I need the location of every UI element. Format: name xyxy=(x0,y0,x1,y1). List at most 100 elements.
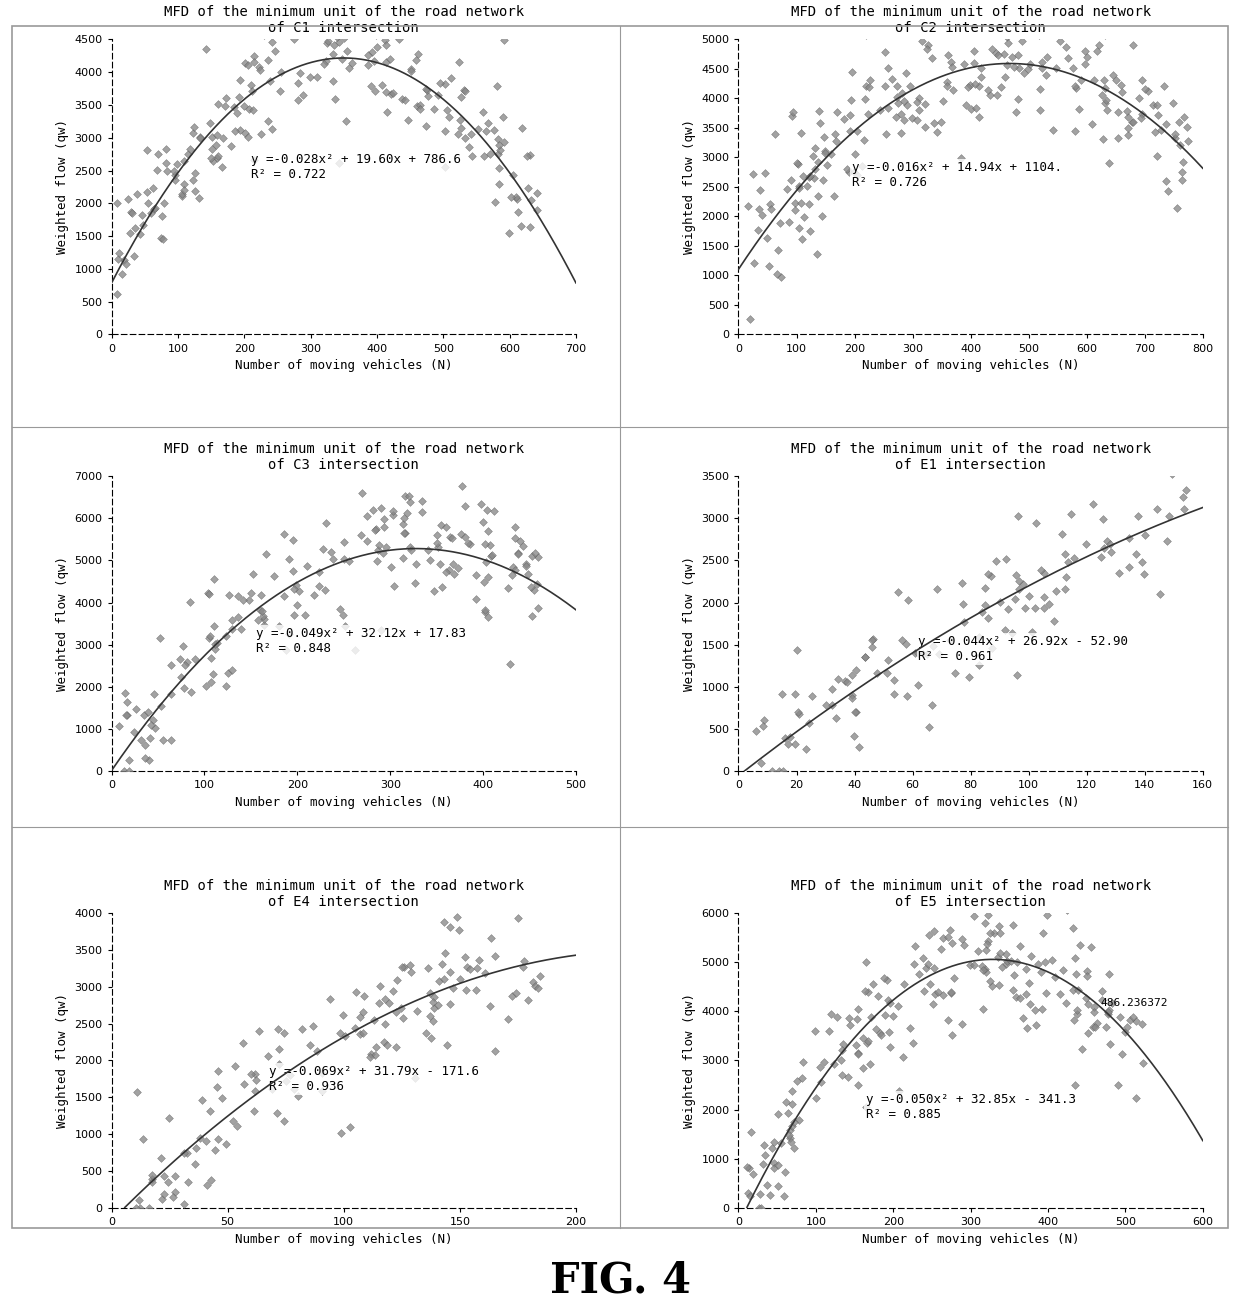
Point xyxy=(978,905,998,926)
Point xyxy=(981,20,1001,41)
Point xyxy=(141,1169,161,1190)
Point xyxy=(1149,584,1169,605)
Point xyxy=(401,537,420,558)
Point xyxy=(361,1046,381,1067)
Point xyxy=(1065,75,1085,96)
Point xyxy=(368,534,388,555)
Point xyxy=(782,101,802,122)
Point xyxy=(423,1010,443,1031)
Point xyxy=(944,80,963,101)
Point xyxy=(1084,1016,1104,1037)
Point xyxy=(1004,56,1024,77)
Point xyxy=(751,1197,771,1218)
Point xyxy=(1033,999,1053,1020)
Point xyxy=(1100,1033,1120,1054)
Point xyxy=(143,1165,162,1186)
Point xyxy=(279,548,299,569)
Point xyxy=(393,513,413,534)
Point xyxy=(1038,46,1058,67)
Point xyxy=(340,1116,360,1137)
Point xyxy=(875,41,895,62)
Point xyxy=(889,1081,909,1102)
Point xyxy=(970,106,990,127)
Point xyxy=(842,62,862,83)
Point xyxy=(430,554,450,575)
Point xyxy=(157,161,177,183)
Point xyxy=(901,108,921,129)
Point xyxy=(417,80,436,101)
Point xyxy=(878,97,898,118)
Point xyxy=(186,1154,206,1175)
Point xyxy=(405,50,425,71)
Point xyxy=(897,63,916,84)
Point xyxy=(925,983,945,1004)
Point xyxy=(371,498,391,519)
Point xyxy=(1157,530,1177,551)
Point xyxy=(435,156,455,177)
Point xyxy=(739,1158,759,1179)
Point xyxy=(941,982,961,1003)
Point xyxy=(750,1184,770,1205)
Point xyxy=(1177,117,1197,138)
X-axis label: Number of moving vehicles (N): Number of moving vehicles (N) xyxy=(862,1233,1079,1246)
Point xyxy=(441,67,461,88)
Point xyxy=(324,71,343,92)
Point xyxy=(171,666,191,687)
Point xyxy=(120,201,140,222)
Point xyxy=(1143,95,1163,116)
Point xyxy=(1063,58,1083,79)
Point xyxy=(500,654,520,675)
Point xyxy=(165,169,185,190)
Point xyxy=(822,143,842,164)
Point xyxy=(229,70,249,91)
Point xyxy=(1076,534,1096,555)
Point xyxy=(523,579,543,600)
Point xyxy=(115,704,135,725)
Point xyxy=(205,634,224,655)
Point xyxy=(1162,463,1182,484)
Point xyxy=(510,530,529,551)
Point xyxy=(1006,565,1025,586)
Point xyxy=(838,1067,858,1088)
Point xyxy=(312,538,332,559)
Point xyxy=(1007,664,1027,685)
Point xyxy=(996,943,1016,964)
Point xyxy=(244,51,264,72)
Point xyxy=(1132,70,1152,91)
Point xyxy=(134,704,154,725)
Point xyxy=(308,1040,327,1061)
Point xyxy=(126,1082,146,1103)
Point xyxy=(226,121,246,142)
Point xyxy=(978,607,998,628)
Point xyxy=(250,60,270,81)
Point xyxy=(1019,972,1039,993)
Point xyxy=(847,119,867,140)
Point xyxy=(203,151,223,172)
Point xyxy=(114,760,134,781)
Point xyxy=(755,1145,775,1166)
Point xyxy=(951,5,971,26)
Point xyxy=(759,255,779,276)
Point xyxy=(777,179,797,200)
Title: MFD of the minimum unit of the road network
of C3 intersection: MFD of the minimum unit of the road netw… xyxy=(164,442,523,473)
Point xyxy=(771,1133,791,1154)
Point xyxy=(942,56,962,77)
Point xyxy=(1044,119,1064,140)
Point xyxy=(516,555,536,576)
Point xyxy=(1133,1053,1153,1074)
Point xyxy=(162,1187,182,1208)
Point xyxy=(911,32,931,53)
Point xyxy=(466,588,486,609)
Point xyxy=(1169,112,1189,133)
Point xyxy=(751,752,771,773)
Point xyxy=(393,956,413,977)
Point xyxy=(265,41,285,62)
Point xyxy=(454,80,474,101)
Point xyxy=(295,605,315,626)
Point xyxy=(207,147,227,168)
Point xyxy=(387,970,407,991)
Point xyxy=(420,1028,440,1049)
Point xyxy=(481,928,501,949)
Point xyxy=(401,540,420,561)
Point xyxy=(474,571,494,592)
